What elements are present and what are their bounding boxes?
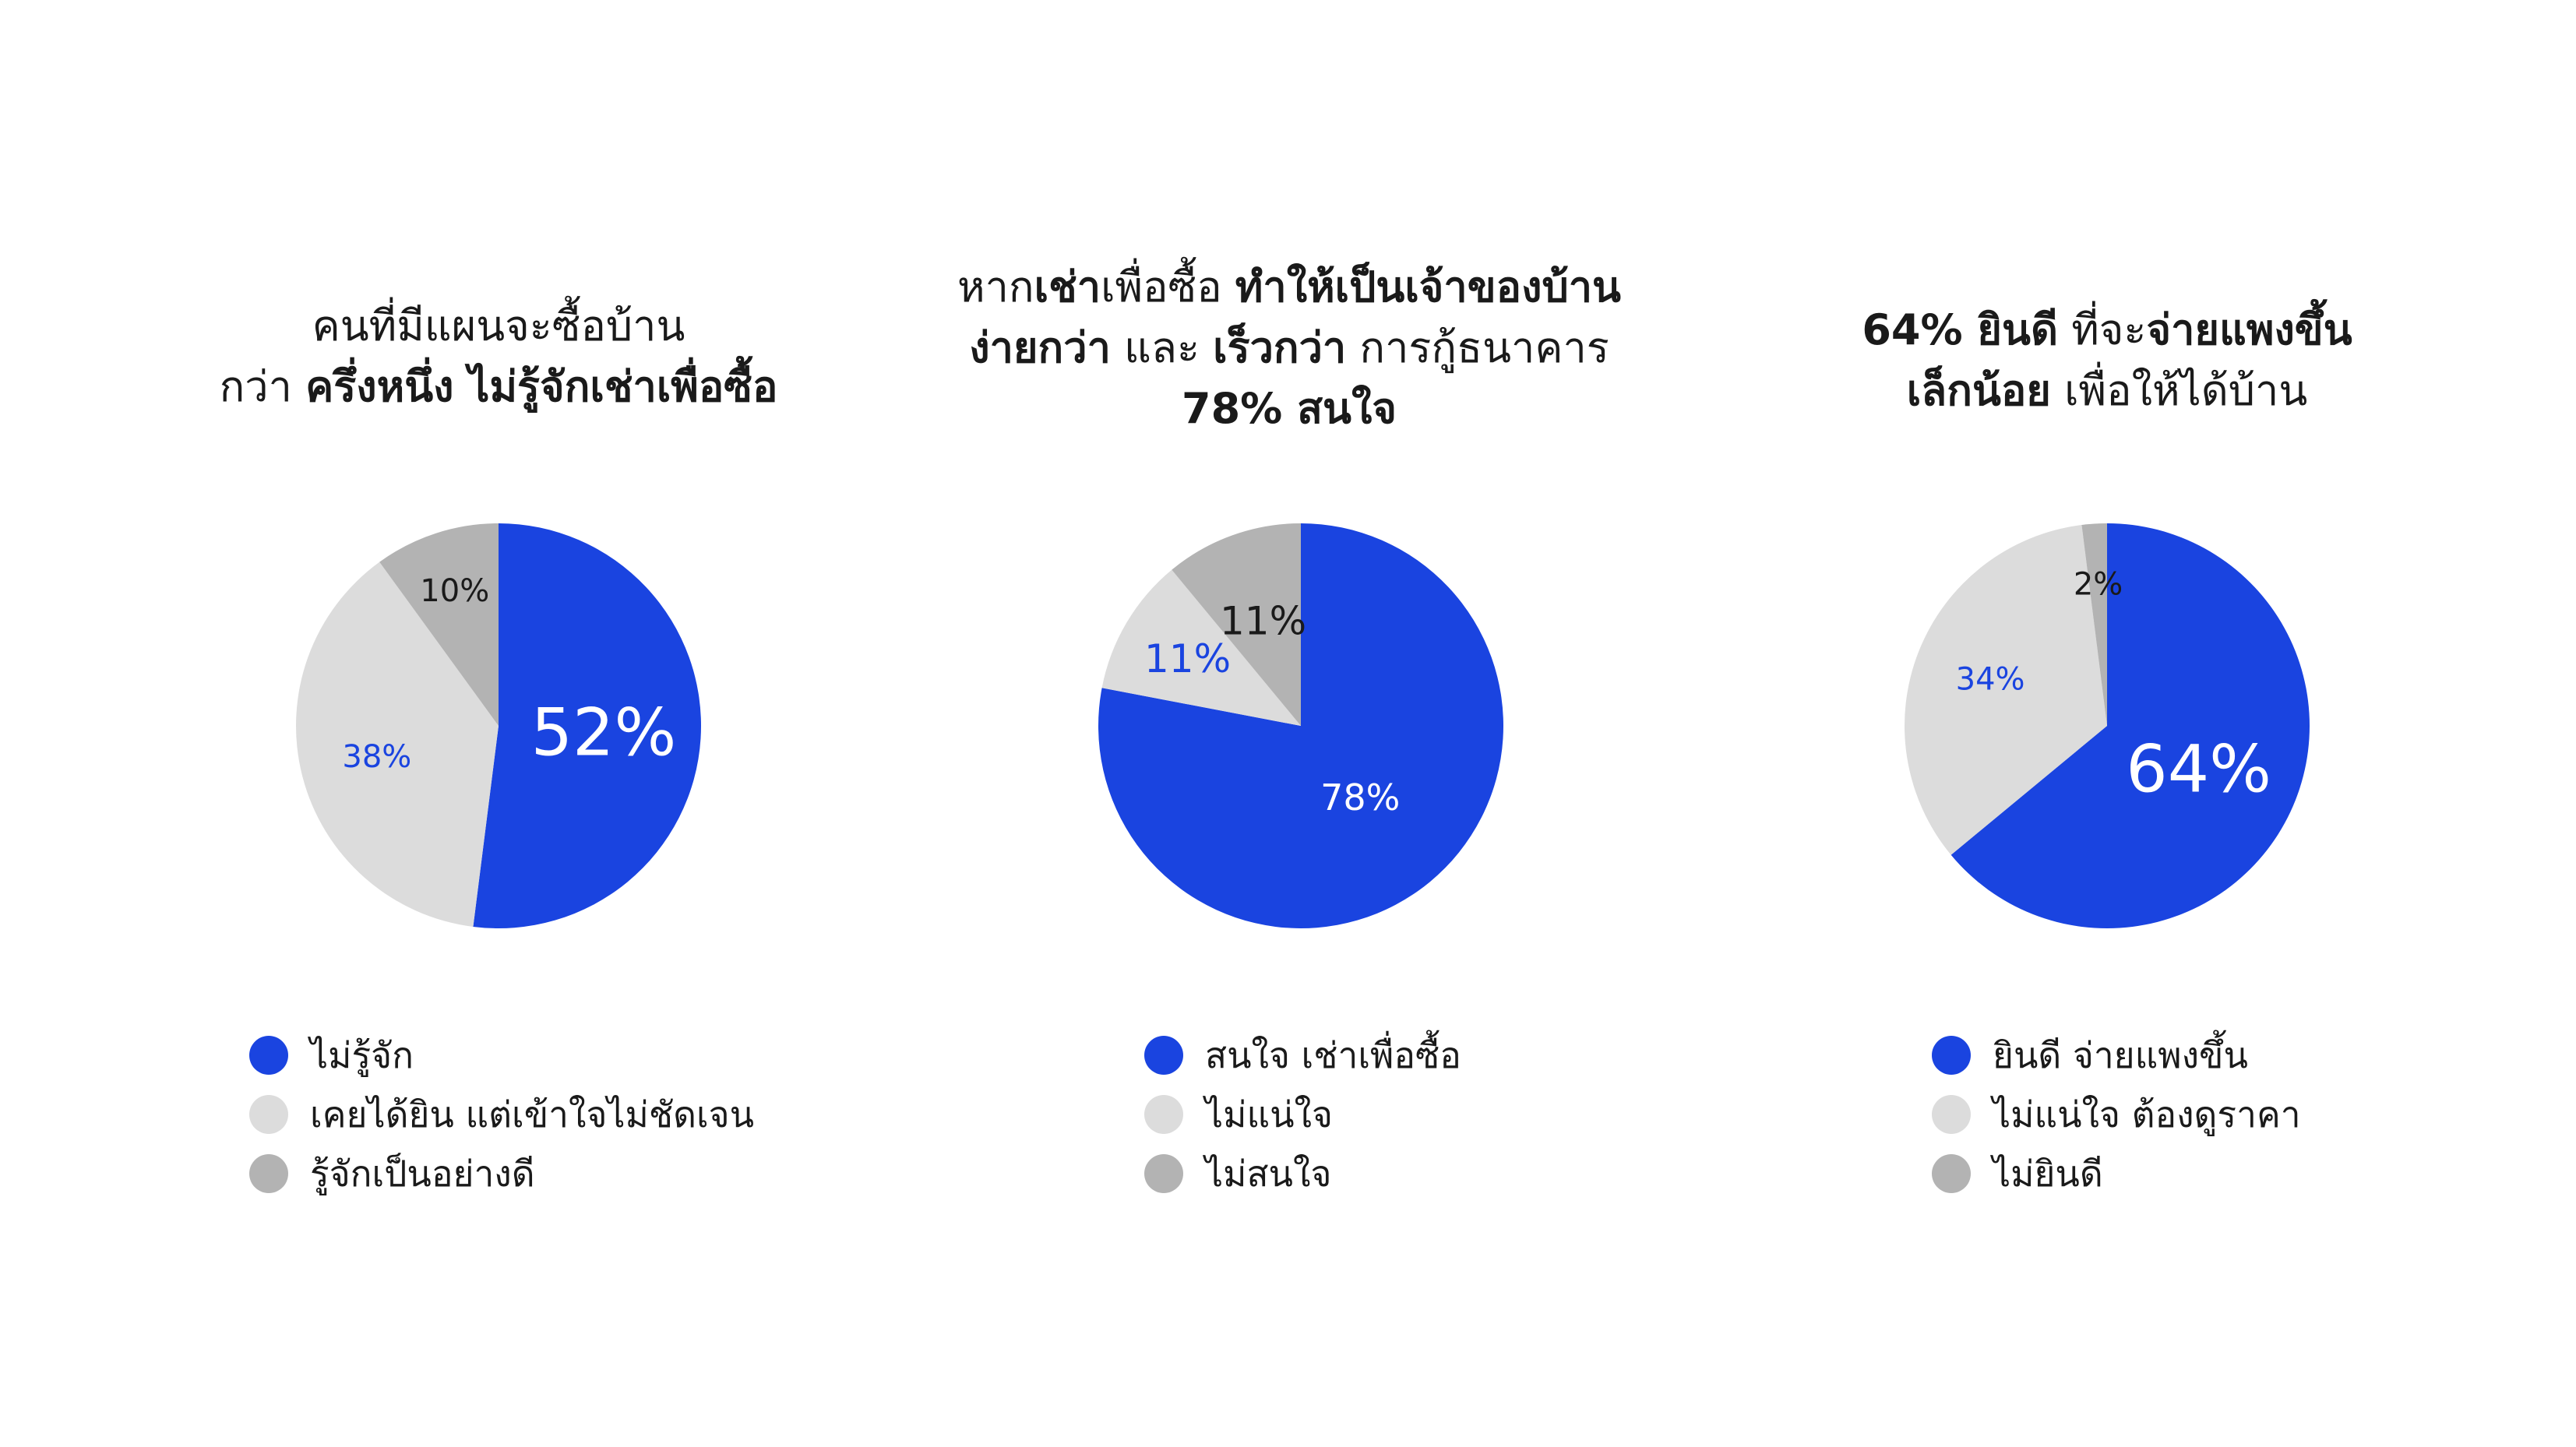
legend-item: ไม่แน่ใจ [1144, 1093, 1461, 1135]
pie-slice [1951, 523, 2310, 928]
title-line: 78% สนใจ [861, 378, 1718, 439]
slice-data-label: 52% [531, 694, 677, 770]
legend-label: ไม่ยินดี [1993, 1153, 2103, 1195]
title-line: คนที่มีแผนจะซื้อบ้าน [70, 296, 927, 357]
legend-swatch [1144, 1095, 1183, 1134]
title-segment: ที่จะ [2058, 305, 2147, 354]
legend-swatch [1144, 1036, 1183, 1075]
legend-label: ไม่สนใจ [1205, 1153, 1332, 1195]
pie-chart: 52% 38% 10% [295, 523, 701, 928]
title-line: ง่ายกว่า และ เร็วกว่า การกู้ธนาคาร [861, 318, 1718, 378]
chart-panel-3: 64% ยินดี ที่จะจ่ายแพงขึ้น เล็กน้อย เพื่อ… [1679, 0, 2535, 1447]
legend-item: ไม่แน่ใจ ต้องดูราคา [1932, 1093, 2301, 1135]
chart-legend: ไม่รู้จักเคยได้ยิน แต่เข้าใจไม่ชัดเจนรู้… [249, 1034, 754, 1212]
legend-swatch [1932, 1095, 1971, 1134]
title-segment: เพื่อให้ได้บ้าน [2050, 366, 2308, 415]
pie-slice [295, 562, 499, 927]
slice-data-label: 11% [1220, 598, 1306, 643]
chart-title: คนที่มีแผนจะซื้อบ้าน กว่า ครึ่งหนึ่ง ไม่ร… [70, 296, 927, 417]
pie-slice [473, 523, 701, 928]
title-segment: หาก [957, 262, 1034, 312]
title-segment: กว่า [219, 362, 306, 411]
legend-item: รู้จักเป็นอย่างดี [249, 1153, 754, 1195]
title-segment: เพื่อซื้อ [1101, 262, 1235, 312]
pie-chart: 78% 11%11% [1098, 523, 1503, 928]
legend-swatch [249, 1154, 288, 1193]
pie-slice [1905, 525, 2107, 855]
pie-slice [379, 523, 499, 726]
title-segment: การกู้ธนาคาร [1346, 323, 1609, 372]
legend-item: ยินดี จ่ายแพงขึ้น [1932, 1034, 2301, 1076]
legend-label: ยินดี จ่ายแพงขึ้น [1993, 1034, 2248, 1076]
legend-swatch [1144, 1154, 1183, 1193]
chart-title: หากเช่าเพื่อซื้อ ทำให้เป็นเจ้าของบ้าน ง่า… [861, 257, 1718, 439]
legend-label: ไม่แน่ใจ [1205, 1093, 1333, 1135]
title-line: 64% ยินดี ที่จะจ่ายแพงขึ้น [1679, 300, 2535, 361]
legend-label: ไม่รู้จัก [310, 1034, 414, 1076]
legend-label: เคยได้ยิน แต่เข้าใจไม่ชัดเจน [310, 1093, 755, 1135]
legend-swatch [249, 1095, 288, 1134]
title-segment: และ [1110, 323, 1214, 372]
legend-item: ไม่รู้จัก [249, 1034, 754, 1076]
pie-chart: 64% 34% 2% [1905, 523, 2310, 928]
title-segment: เช่า [1034, 262, 1101, 312]
slice-data-label: 64% [2126, 731, 2271, 807]
title-segment: ทำให้เป็นเจ้าของบ้าน [1235, 262, 1621, 312]
title-segment: 64% ยินดี [1862, 305, 2059, 354]
legend-swatch [1932, 1154, 1971, 1193]
chart-panel-2: หากเช่าเพื่อซื้อ ทำให้เป็นเจ้าของบ้าน ง่า… [861, 0, 1718, 1447]
legend-label: สนใจ เช่าเพื่อซื้อ [1205, 1034, 1461, 1076]
legend-swatch [249, 1036, 288, 1075]
chart-title: 64% ยินดี ที่จะจ่ายแพงขึ้น เล็กน้อย เพื่อ… [1679, 300, 2535, 421]
slice-data-label: 38% [342, 739, 411, 775]
slice-data-label: 2% [2074, 566, 2123, 602]
chart-legend: สนใจ เช่าเพื่อซื้อไม่แน่ใจไม่สนใจ [1144, 1034, 1461, 1212]
slice-data-label: 10% [420, 573, 489, 609]
legend-label: รู้จักเป็นอย่างดี [310, 1153, 535, 1195]
pie-slice [1172, 523, 1301, 726]
slice-data-label: 11% [1144, 636, 1231, 681]
slice-data-label: 78% [1320, 776, 1400, 819]
title-segment: จ่ายแพงขึ้น [2146, 305, 2352, 354]
legend-item: ไม่สนใจ [1144, 1153, 1461, 1195]
legend-item: เคยได้ยิน แต่เข้าใจไม่ชัดเจน [249, 1093, 754, 1135]
title-segment: คนที่มีแผนจะซื้อบ้าน [312, 301, 685, 350]
title-line: หากเช่าเพื่อซื้อ ทำให้เป็นเจ้าของบ้าน [861, 257, 1718, 318]
legend-label: ไม่แน่ใจ ต้องดูราคา [1993, 1093, 2301, 1135]
title-segment: เล็กน้อย [1906, 366, 2051, 415]
pie-slice [2081, 523, 2107, 726]
title-segment: ครึ่งหนึ่ง ไม่รู้จักเช่าเพื่อซื้อ [305, 362, 778, 411]
legend-swatch [1932, 1036, 1971, 1075]
legend-item: ไม่ยินดี [1932, 1153, 2301, 1195]
title-segment: 78% สนใจ [1182, 384, 1397, 433]
title-line: เล็กน้อย เพื่อให้ได้บ้าน [1679, 361, 2535, 421]
pie-slice [1101, 569, 1301, 726]
chart-panel-1: คนที่มีแผนจะซื้อบ้าน กว่า ครึ่งหนึ่ง ไม่ร… [70, 0, 927, 1447]
title-segment: เร็วกว่า [1213, 323, 1347, 372]
title-segment: ง่ายกว่า [969, 323, 1111, 372]
legend-item: สนใจ เช่าเพื่อซื้อ [1144, 1034, 1461, 1076]
slice-data-label: 34% [1956, 662, 2025, 698]
chart-legend: ยินดี จ่ายแพงขึ้นไม่แน่ใจ ต้องดูราคาไม่ย… [1932, 1034, 2301, 1212]
title-line: กว่า ครึ่งหนึ่ง ไม่รู้จักเช่าเพื่อซื้อ [70, 357, 927, 417]
